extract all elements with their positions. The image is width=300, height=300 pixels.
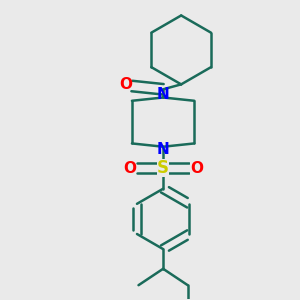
Text: O: O bbox=[119, 77, 133, 92]
Text: O: O bbox=[190, 160, 203, 175]
Text: S: S bbox=[157, 159, 169, 177]
Text: N: N bbox=[157, 142, 169, 157]
Text: N: N bbox=[157, 87, 169, 102]
Text: O: O bbox=[123, 160, 136, 175]
